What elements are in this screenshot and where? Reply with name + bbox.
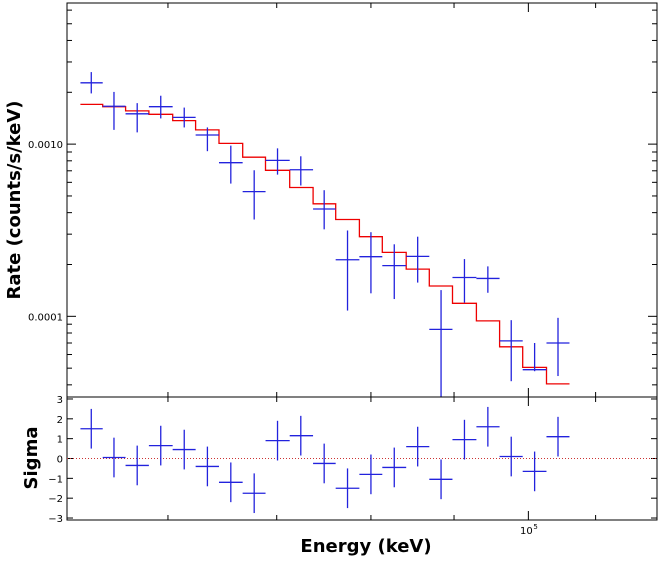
spectrum-data-point (102, 91, 126, 130)
residual-data-point (335, 468, 360, 509)
spectrum-data-point (546, 317, 570, 377)
residual-ytick-labels: −3 −2 −1 0 1 2 3 (48, 395, 63, 525)
spectrum-ytick-label: 0.0010 (28, 140, 63, 151)
residual-data-point (102, 437, 126, 478)
spectrum-data-point (382, 244, 407, 300)
x-axis-label: Energy (keV) (300, 536, 431, 557)
spectrum-data-point (359, 232, 383, 294)
residual-ytick-label: 2 (57, 415, 63, 426)
spectrum-data-point (242, 170, 266, 220)
spectrum-data-point (195, 127, 219, 152)
spectrum-data-point (499, 320, 523, 382)
residual-ytick-label: 1 (57, 435, 63, 446)
spectrum-y-axis-label: Rate (counts/s/keV) (4, 100, 25, 299)
spectrum-data-point (125, 103, 149, 133)
residual-data-point (382, 447, 407, 488)
spectrum-data-point (265, 148, 290, 175)
residual-data-point (218, 462, 243, 503)
spectrum-data-point (522, 342, 547, 372)
x-tick-label-base: 10 (520, 526, 533, 537)
residual-data-point (125, 445, 149, 486)
residual-data-point (195, 446, 219, 487)
residual-data-point (242, 473, 266, 514)
residual-ytick-label: −2 (48, 494, 63, 505)
residual-data-point (80, 408, 103, 449)
residual-data-point (289, 415, 314, 456)
residual-data-point (265, 420, 290, 461)
residual-ytick-label: 3 (57, 395, 63, 406)
spectrum-data-point (335, 230, 360, 311)
residual-axis-ticks (67, 397, 658, 520)
residual-data-point (359, 454, 383, 495)
spectrum-data-point (289, 156, 314, 186)
spectrum-data-point (80, 72, 103, 94)
residual-data-point (499, 436, 523, 477)
spectrum-data-point (218, 145, 243, 184)
residual-data-point (546, 416, 570, 457)
spectrum-data-point (172, 107, 196, 128)
residual-data-points (80, 406, 570, 514)
residual-panel: −3 −2 −1 0 1 2 3 Sigma (21, 395, 658, 525)
spectrum-data-point (313, 190, 336, 230)
spectrum-data-point (452, 259, 477, 303)
spectrum-data-points (80, 72, 570, 397)
spectrum-ytick-label: 0.0001 (28, 312, 63, 323)
residual-data-point (476, 406, 500, 447)
spectrum-data-point (429, 290, 453, 397)
spectrum-axis-ticks (67, 3, 658, 397)
x-tick-label-exponent: 5 (533, 523, 537, 531)
residual-data-point (172, 429, 196, 470)
spectrum-data-point (148, 95, 173, 119)
residual-data-point (522, 451, 547, 492)
residual-data-point (429, 459, 453, 500)
residual-data-point (313, 443, 336, 484)
residual-ytick-label: 0 (57, 455, 63, 466)
spectrum-panel: 0.0001 0.0010 Rate (counts/s/keV) (4, 2, 658, 398)
residual-data-point (148, 425, 173, 466)
residual-ytick-label: −1 (48, 474, 63, 485)
spectrum-data-point (476, 266, 500, 293)
residual-data-point (452, 419, 477, 460)
residual-ytick-label: −3 (48, 514, 63, 525)
residual-data-point (406, 426, 430, 467)
residual-y-axis-label: Sigma (21, 427, 42, 490)
spectrum-data-point (406, 236, 430, 283)
